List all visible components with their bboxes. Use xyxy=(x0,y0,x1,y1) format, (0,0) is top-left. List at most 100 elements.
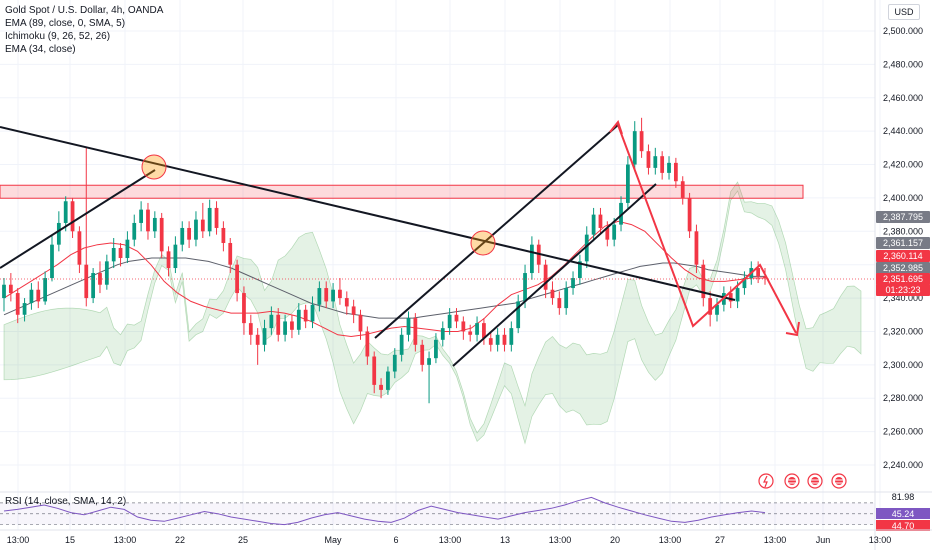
candle-body-81 xyxy=(557,298,562,309)
x-tick-7: 13:00 xyxy=(439,535,462,545)
candle-59 xyxy=(406,311,411,342)
candle-body-103 xyxy=(708,298,713,315)
candle-50 xyxy=(344,291,349,315)
candle-84 xyxy=(578,254,582,285)
flag-icon-3[interactable] xyxy=(831,473,847,489)
candle-28 xyxy=(194,211,198,247)
currency-button[interactable]: USD xyxy=(888,4,920,20)
candle-body-41 xyxy=(283,321,287,335)
rsi-legend[interactable]: RSI (14, close, SMA, 14, 2) xyxy=(5,496,127,507)
candle-body-35 xyxy=(242,293,246,324)
candle-body-27 xyxy=(187,227,191,240)
y-tick-4: 2,320.000 xyxy=(883,326,923,336)
candle-5 xyxy=(36,281,41,309)
candle-body-66 xyxy=(454,314,459,322)
candle-87 xyxy=(598,207,603,235)
candle-body-53 xyxy=(365,331,370,357)
candle-body-92 xyxy=(632,131,637,165)
candle-42 xyxy=(290,314,294,339)
candle-body-19 xyxy=(132,222,137,240)
price-tag-4: 2,351.695 xyxy=(883,274,923,284)
price-tag-1: 2,361.157 xyxy=(883,238,923,248)
rsi-tag-bg-1 xyxy=(876,508,930,519)
candle-body-86 xyxy=(591,214,596,235)
y-tick-1: 2,260.000 xyxy=(883,427,923,437)
candle-body-75 xyxy=(516,301,521,329)
candle-body-83 xyxy=(571,278,575,289)
price-tag-0: 2,387.795 xyxy=(883,212,923,222)
candle-body-55 xyxy=(379,384,383,390)
candle-44 xyxy=(303,304,308,329)
flag-icon-2[interactable] xyxy=(807,473,823,489)
candle-48 xyxy=(331,283,335,309)
candle-45 xyxy=(310,296,315,329)
candle-body-30 xyxy=(207,207,212,232)
rsi-tag-bg-2 xyxy=(876,520,930,531)
candle-15 xyxy=(104,254,109,290)
candle-body-38 xyxy=(262,328,267,345)
candle-96 xyxy=(660,151,665,180)
candle-body-15 xyxy=(104,261,109,285)
candle-body-87 xyxy=(598,214,603,228)
candle-65 xyxy=(447,308,452,335)
x-tick-9: 13:00 xyxy=(549,535,572,545)
candle-body-23 xyxy=(159,217,164,252)
lightning-icon[interactable] xyxy=(758,473,774,489)
candle-100 xyxy=(687,192,692,238)
candle-66 xyxy=(454,308,459,329)
candle-35 xyxy=(242,286,246,335)
candle-49 xyxy=(338,278,342,305)
x-tick-11: 13:00 xyxy=(659,535,682,545)
candle-body-5 xyxy=(36,289,41,302)
candle-body-72 xyxy=(495,334,500,345)
candle-101 xyxy=(694,224,699,274)
candle-1 xyxy=(8,273,13,302)
candle-58 xyxy=(399,328,404,362)
indicator-ema34[interactable]: EMA (34, close) xyxy=(5,44,76,55)
candle-64 xyxy=(440,321,445,347)
flag-glyph-bg-3 xyxy=(835,477,843,485)
chart-title[interactable]: Gold Spot / U.S. Dollar, 4h, OANDA xyxy=(5,5,164,16)
price-tag-bg-1 xyxy=(876,237,930,249)
candle-22 xyxy=(152,211,157,238)
y-tick-0: 2,240.000 xyxy=(883,460,923,470)
candle-body-32 xyxy=(221,227,226,243)
candle-body-56 xyxy=(386,371,390,390)
event-icons xyxy=(758,473,847,489)
candle-67 xyxy=(461,316,466,340)
candle-99 xyxy=(680,176,685,205)
candle-body-49 xyxy=(338,289,342,299)
candle-81 xyxy=(557,291,562,315)
flag-icon-1[interactable] xyxy=(784,473,800,489)
arrow-head-down xyxy=(785,321,800,337)
candle-body-48 xyxy=(331,289,335,302)
candle-body-24 xyxy=(166,251,171,269)
candle-body-82 xyxy=(564,288,569,309)
channel-upper xyxy=(374,124,619,339)
candle-18 xyxy=(125,231,130,264)
candle-body-47 xyxy=(324,288,329,302)
x-tick-5: May xyxy=(324,535,342,545)
indicator-ema89[interactable]: EMA (89, close, 0, SMA, 5) xyxy=(5,18,126,29)
candle-body-39 xyxy=(269,314,274,329)
candle-6 xyxy=(43,271,48,305)
candle-body-60 xyxy=(413,318,418,345)
candle-body-11 xyxy=(77,231,82,265)
rsi-band xyxy=(0,502,875,525)
price-tag-bg-2 xyxy=(876,250,930,262)
candle-body-110 xyxy=(756,268,761,277)
candle-body-96 xyxy=(660,156,665,173)
rsi-pane: 81.98 45.24 44.70 xyxy=(0,491,932,531)
candle-body-68 xyxy=(468,331,473,335)
x-tick-10: 20 xyxy=(610,535,620,545)
candle-body-74 xyxy=(509,328,514,345)
candle-82 xyxy=(564,281,569,315)
candle-body-73 xyxy=(502,334,507,345)
candle-body-101 xyxy=(694,231,699,265)
legend: Gold Spot / U.S. Dollar, 4h, OANDA EMA (… xyxy=(5,4,163,56)
indicator-ichimoku[interactable]: Ichimoku (9, 26, 52, 26) xyxy=(5,31,111,42)
candle-4 xyxy=(29,283,34,310)
price-tag-bg-5 xyxy=(876,284,930,296)
candle-body-36 xyxy=(248,323,253,335)
